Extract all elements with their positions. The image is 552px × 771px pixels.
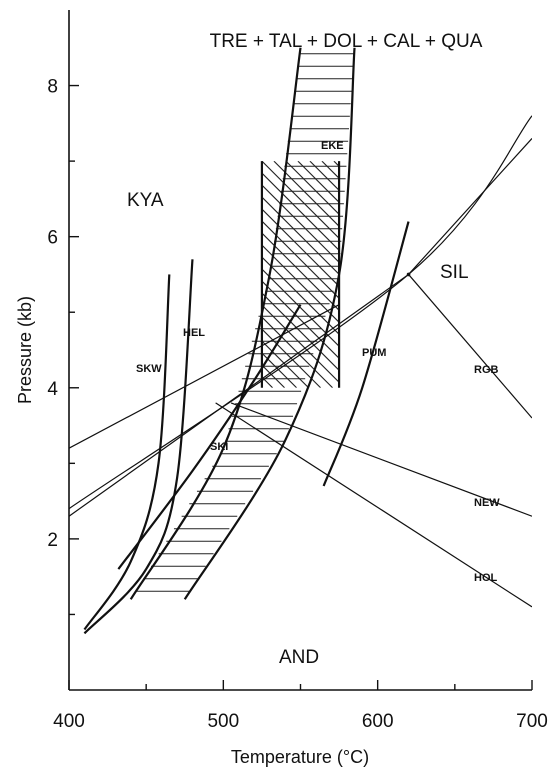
field-label-sil: SIL [440, 262, 469, 283]
series-line-2 [408, 138, 532, 275]
cross-hatch-line [261, 196, 340, 276]
curve-label-new: NEW [474, 497, 500, 509]
series-line-6 [230, 402, 532, 517]
cross-hatch-line [261, 220, 340, 300]
cross-hatch-line [261, 316, 333, 388]
series-line-8 [83, 274, 171, 631]
curve-label-pum: PUM [362, 347, 386, 359]
cross-hatch-line [285, 161, 340, 216]
cross-hatch-line [261, 184, 340, 264]
y-tick-label: 2 [47, 530, 58, 551]
chart-title: TRE + TAL + DOL + CAL + QUA [210, 31, 483, 52]
x-tick-label: 400 [53, 711, 85, 732]
cross-hatch-line [261, 161, 340, 240]
curve-label-ski: SKI [210, 441, 228, 453]
series-line-1 [69, 115, 532, 510]
cross-hatch-line [321, 161, 340, 180]
y-tick-label: 8 [47, 77, 58, 98]
cross-hatch-line [261, 172, 340, 252]
x-tick-label: 500 [207, 711, 239, 732]
cross-hatch-line [261, 244, 340, 324]
curve-label-eke: EKE [321, 140, 344, 152]
triple-point [406, 272, 411, 277]
cross-hatch-line [478, 161, 552, 388]
curve-label-rgb: RGB [474, 364, 499, 376]
x-tick-label: 700 [516, 711, 548, 732]
series-line-11 [322, 221, 410, 487]
y-axis-label: Pressure (kb) [15, 296, 35, 404]
cross-hatch-line [538, 161, 552, 388]
cross-hatch-line [261, 268, 340, 348]
field-label-and: AND [279, 647, 319, 668]
series-line-5 [69, 273, 409, 517]
curve-label-skw: SKW [136, 363, 162, 375]
series-line-14 [260, 161, 341, 388]
x-tick-label: 600 [362, 711, 394, 732]
cross-hatch-line [406, 161, 552, 388]
cross-hatch-line [502, 161, 552, 388]
cross-hatch-line [261, 208, 340, 288]
y-tick-label: 6 [47, 228, 58, 249]
series-line-9 [83, 259, 194, 635]
x-axis-label: Temperature (°C) [231, 747, 369, 767]
cross-hatch-line [10, 161, 237, 388]
cross-hatch-line [490, 161, 552, 388]
cross-hatch-line [526, 161, 552, 388]
series-line-13 [183, 47, 356, 600]
curve-label-hol: HOL [474, 572, 498, 584]
series-line-12 [129, 47, 302, 600]
cross-hatch-line [309, 161, 340, 192]
cross-hatch-line [261, 232, 340, 312]
curve-label-hel: HEL [183, 327, 205, 339]
series-line-4 [69, 304, 340, 449]
series-line-7 [215, 402, 532, 608]
cross-hatch-line [418, 161, 552, 388]
cross-hatch-line [261, 340, 309, 388]
cross-hatch-line [261, 328, 321, 388]
cross-hatch-line [454, 161, 552, 388]
field-label-kya: KYA [127, 190, 164, 211]
series-line-3 [408, 274, 532, 419]
cross-hatch-line [261, 256, 340, 336]
cross-hatch-line [297, 161, 340, 204]
cross-hatch-line [466, 161, 552, 388]
cross-hatch-line [514, 161, 552, 388]
series-line-10 [117, 304, 302, 570]
cross-hatch-line [273, 161, 340, 228]
y-tick-label: 4 [47, 379, 58, 400]
cross-hatch-line [261, 280, 340, 360]
cross-hatch-line [261, 292, 340, 372]
cross-hatch-line [394, 161, 552, 388]
